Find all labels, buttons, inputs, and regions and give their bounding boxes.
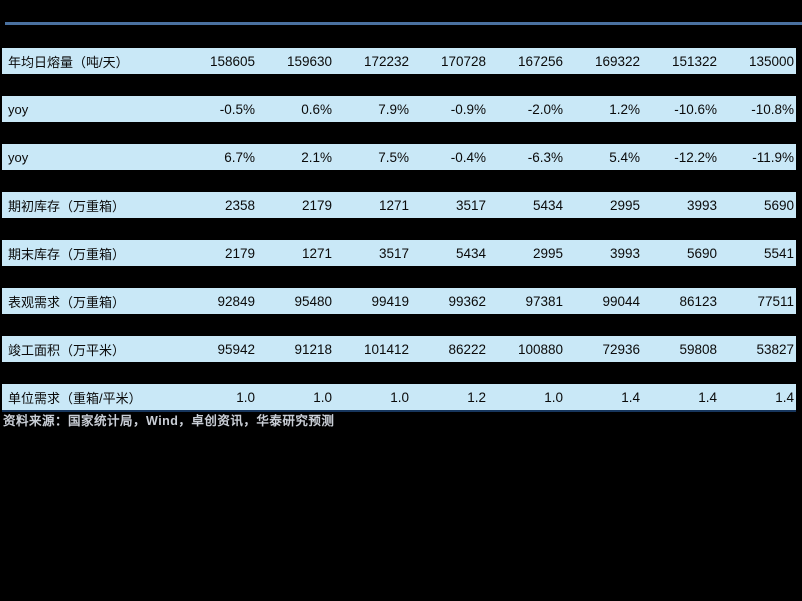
row-value: 158605 (209, 53, 255, 69)
row-value: 170728 (440, 53, 486, 69)
row-value: -10.8% (751, 101, 794, 117)
table-row: 表观需求（万重箱） 92849 95480 99419 99362 97381 99044 8… (2, 288, 796, 314)
row-value: -2.0% (527, 101, 563, 117)
row-value: 1.4 (698, 389, 717, 405)
row-value: 77511 (757, 293, 794, 309)
row-value: 86222 (448, 341, 486, 357)
row-value: 5690 (686, 245, 717, 261)
row-value: -11.9% (752, 149, 794, 165)
row-value: 3517 (378, 245, 409, 261)
row-value: 3993 (686, 197, 717, 213)
data-table: 年均日熔量（吨/天） 158605 159630 172232 170728 167256… (2, 48, 796, 410)
row-value: 1.2 (467, 389, 486, 405)
row-label: 期初库存（万重箱） (8, 198, 126, 214)
row-value: 1.0 (313, 389, 332, 405)
row-label: 年均日熔量（吨/天） (8, 54, 129, 70)
row-value: 72936 (602, 341, 640, 357)
row-value: 97381 (525, 293, 563, 309)
row-value: 5434 (532, 197, 563, 213)
row-value: 6.7% (224, 149, 255, 165)
row-value: 99419 (371, 293, 409, 309)
row-value: 2995 (532, 245, 563, 261)
row-value: 1.0 (236, 389, 255, 405)
table-row: 年均日熔量（吨/天） 158605 159630 172232 170728 167256… (2, 48, 796, 74)
table-top-border (5, 22, 802, 25)
row-value: 2995 (609, 197, 640, 213)
source-note: 资料来源：国家统计局，Wind，卓创资讯，华泰研究预测 (3, 414, 335, 428)
row-value: 151322 (671, 53, 717, 69)
row-value: 172232 (363, 53, 409, 69)
row-value: 1.0 (544, 389, 563, 405)
row-value: 99044 (602, 293, 640, 309)
row-value: 95480 (294, 293, 332, 309)
row-value: 2179 (301, 197, 332, 213)
row-value: 1.4 (621, 389, 640, 405)
row-value: -10.6% (674, 101, 717, 117)
table-row: 竣工面积（万平米） 95942 91218 101412 86222 100880 7293… (2, 336, 796, 362)
row-value: 2.1% (301, 149, 332, 165)
row-value: 7.5% (378, 149, 409, 165)
row-value: 5434 (455, 245, 486, 261)
table-bottom-border (2, 410, 796, 412)
row-value: 95942 (217, 341, 255, 357)
row-value: 1.0 (390, 389, 409, 405)
row-value: 5690 (763, 197, 794, 213)
row-label: 竣工面积（万平米） (8, 342, 126, 358)
row-value: 1.4 (775, 389, 794, 405)
row-value: 5541 (763, 245, 794, 261)
row-value: 2179 (224, 245, 255, 261)
row-value: 3993 (609, 245, 640, 261)
row-label: 单位需求（重箱/平米） (8, 390, 142, 406)
row-value: 2358 (224, 197, 255, 213)
table-row: 单位需求（重箱/平米） 1.0 1.0 1.0 1.2 1.0 1.4 1.4 1.4 (2, 384, 796, 410)
row-label: 表观需求（万重箱） (8, 294, 126, 310)
row-label: 期末库存（万重箱） (8, 246, 126, 262)
row-value: 59808 (679, 341, 717, 357)
row-label: yoy (8, 101, 29, 117)
row-label: yoy (8, 149, 29, 165)
row-value: 167256 (517, 53, 563, 69)
row-value: 1271 (378, 197, 409, 213)
row-value: -6.3% (527, 149, 563, 165)
table-row: yoy 6.7% 2.1% 7.5% -0.4% -6.3% 5.4% -12.2% -11.9… (2, 144, 796, 170)
row-value: 99362 (448, 293, 486, 309)
row-value: 5.4% (609, 149, 640, 165)
row-value: 159630 (286, 53, 332, 69)
row-value: 101412 (363, 341, 409, 357)
row-value: -0.9% (450, 101, 486, 117)
row-value: 92849 (217, 293, 255, 309)
row-value: 0.6% (301, 101, 332, 117)
row-value: 3517 (455, 197, 486, 213)
row-value: 53827 (756, 341, 794, 357)
row-value: -12.2% (674, 149, 717, 165)
table-row: yoy -0.5% 0.6% 7.9% -0.9% -2.0% 1.2% -10.6% -10.… (2, 96, 796, 122)
row-value: 1.2% (609, 101, 640, 117)
row-value: 169322 (594, 53, 640, 69)
row-value: -0.4% (450, 149, 486, 165)
row-value: 86123 (679, 293, 717, 309)
row-value: 135000 (748, 53, 794, 69)
row-value: 1271 (301, 245, 332, 261)
row-value: 100880 (517, 341, 563, 357)
table-row: 期初库存（万重箱） 2358 2179 1271 3517 5434 2995 3993 569… (2, 192, 796, 218)
row-value: 7.9% (378, 101, 409, 117)
row-value: 91218 (294, 341, 332, 357)
table-row: 期末库存（万重箱） 2179 1271 3517 5434 2995 3993 5690 554… (2, 240, 796, 266)
row-value: -0.5% (219, 101, 255, 117)
